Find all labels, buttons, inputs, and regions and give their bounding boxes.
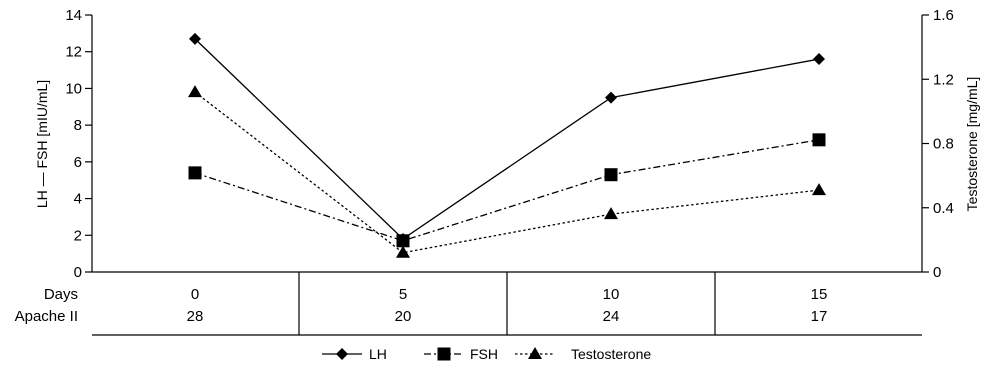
x-tick-label: 15 <box>811 286 828 303</box>
right-tick-label: 0 <box>933 264 941 281</box>
legend: LH FSH Testosterone <box>322 346 651 362</box>
legend-testosterone-label: Testosterone <box>571 346 651 362</box>
fsh-data-point <box>812 133 826 147</box>
fsh-data-point <box>604 168 618 182</box>
testosterone-series-line <box>194 91 820 254</box>
legend-lh-label: LH <box>369 346 387 362</box>
left-tick-label: 12 <box>65 44 82 61</box>
x-tick-label: 5 <box>399 286 407 303</box>
legend-lh-marker <box>336 348 348 360</box>
legend-testosterone-marker <box>528 347 542 359</box>
lh-series-line <box>194 38 820 240</box>
testosterone-data-point <box>604 207 618 220</box>
right-axis-title: Testosterone [mg/mL] <box>964 77 980 212</box>
row-label-days: Days <box>44 286 78 303</box>
left-axis-title: LH — FSH [mIU/mL] <box>34 80 50 208</box>
left-tick-label: 10 <box>65 80 82 97</box>
testosterone-data-point <box>188 85 202 98</box>
left-tick-label: 2 <box>74 227 82 244</box>
apache-value-label: 20 <box>395 308 412 325</box>
left-tick-label: 14 <box>65 7 82 24</box>
fsh-series-line <box>194 139 820 242</box>
lh-data-point <box>605 91 617 104</box>
right-tick-label: 1.2 <box>933 71 954 88</box>
right-tick-label: 0.4 <box>933 200 954 217</box>
apache-value-label: 28 <box>187 308 204 325</box>
lh-data-point <box>189 32 201 45</box>
right-tick-label: 0.8 <box>933 136 954 153</box>
left-tick-label: 6 <box>74 154 82 171</box>
x-tick-label: 0 <box>191 286 199 303</box>
testosterone-data-point <box>396 245 410 258</box>
apache-value-label: 24 <box>603 308 620 325</box>
legend-fsh-label: FSH <box>470 346 498 362</box>
x-tick-label: 10 <box>603 286 620 303</box>
fsh-data-point <box>396 234 410 248</box>
testosterone-data-point <box>812 183 826 196</box>
lh-data-point <box>813 53 825 66</box>
right-tick-label: 1.6 <box>933 7 954 24</box>
left-tick-label: 0 <box>74 264 82 281</box>
apache-value-label: 17 <box>811 308 828 325</box>
fsh-data-point <box>188 166 202 180</box>
left-tick-label: 4 <box>74 191 82 208</box>
left-tick-label: 8 <box>74 117 82 134</box>
row-label-apache: Apache II <box>15 308 78 325</box>
legend-fsh-marker <box>437 347 451 361</box>
